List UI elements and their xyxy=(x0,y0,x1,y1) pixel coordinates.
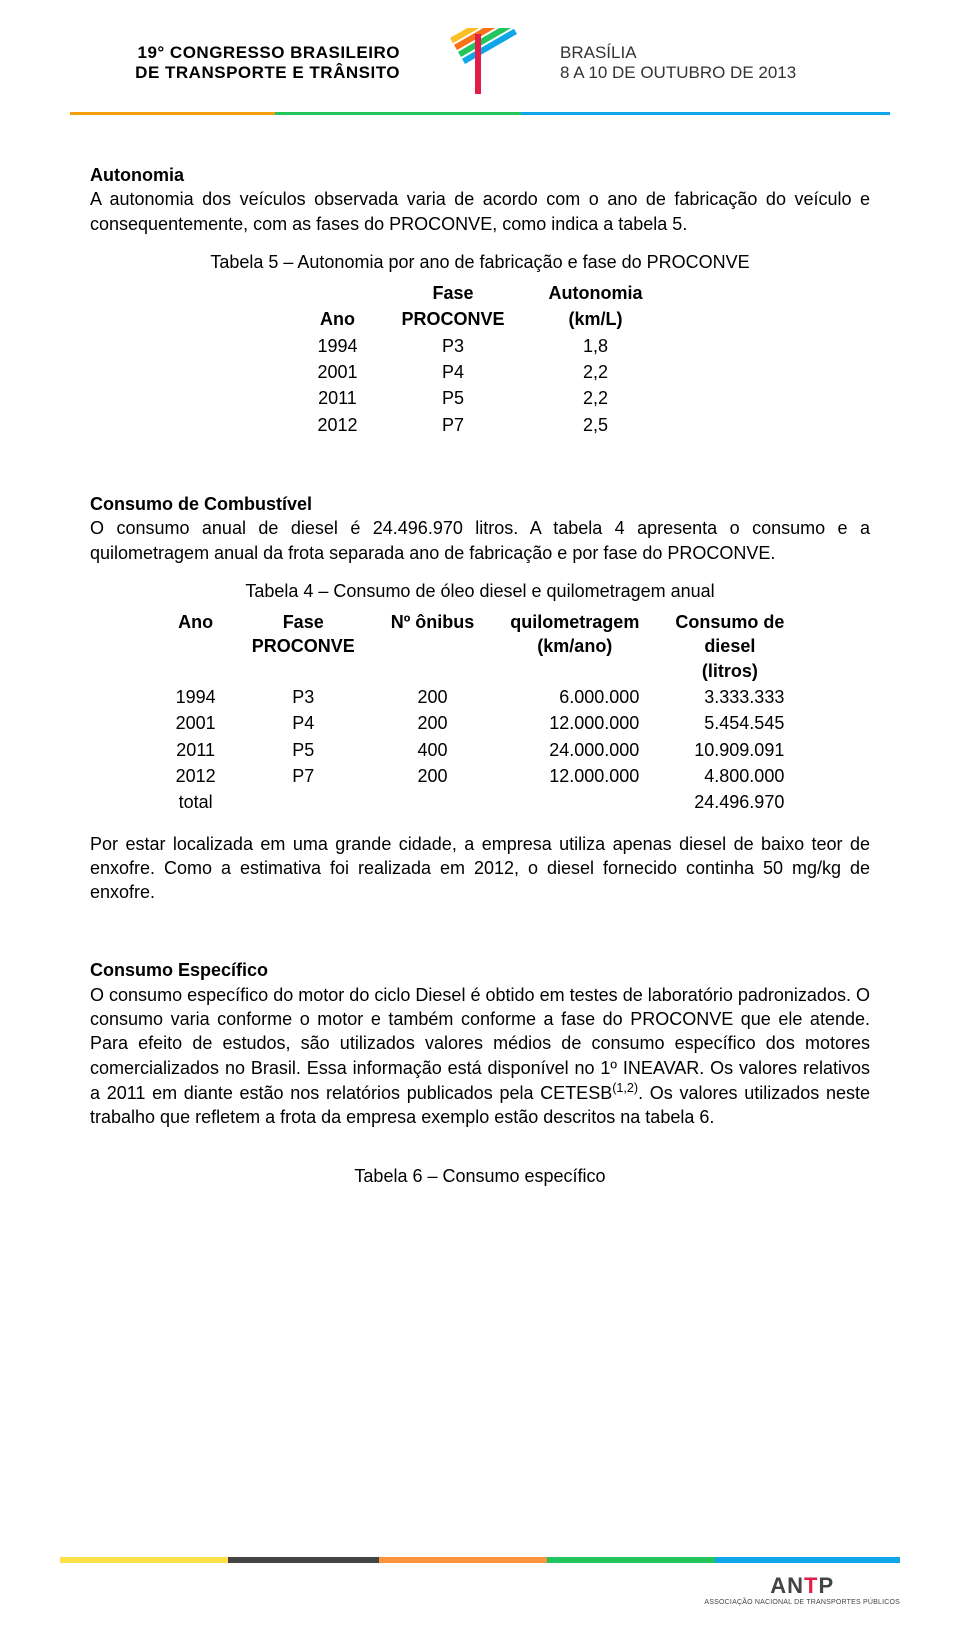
table5-h-aut-1: Autonomia xyxy=(527,280,665,306)
t5-r3-ano: 2012 xyxy=(295,412,379,438)
table-row: 2011 P5 400 24.000.000 10.909.091 xyxy=(158,737,803,763)
table-row: 2001 P4 200 12.000.000 5.454.545 xyxy=(158,710,803,736)
t4-total-label: total xyxy=(158,789,234,815)
t5-r1-ano: 2001 xyxy=(295,359,379,385)
page-header: 19° CONGRESSO BRASILEIRO DE TRANSPORTE E… xyxy=(0,0,960,112)
congress-title-2: DE TRANSPORTE E TRÂNSITO xyxy=(70,63,400,83)
congress-title-1: 19° CONGRESSO BRASILEIRO xyxy=(70,43,400,63)
t4-r0-km: 6.000.000 xyxy=(492,684,657,710)
antp-logo-subtitle: ASSOCIAÇÃO NACIONAL DE TRANSPORTES PÚBLI… xyxy=(704,1599,900,1606)
t4-r3-km: 12.000.000 xyxy=(492,763,657,789)
t4-r2-nbus: 400 xyxy=(373,737,493,763)
table6-caption: Tabela 6 – Consumo específico xyxy=(90,1164,870,1188)
antp-logo-text: ANTP xyxy=(704,1573,900,1599)
t4-r2-ano: 2011 xyxy=(158,737,234,763)
t4-r1-fase: P4 xyxy=(234,710,373,736)
consumo-esp-body: O consumo específico do motor do ciclo D… xyxy=(90,983,870,1130)
t5-r1-fase: P4 xyxy=(380,359,527,385)
para-after-table4: Por estar localizada em uma grande cidad… xyxy=(90,832,870,905)
table5-header-row: Ano Fase Autonomia xyxy=(295,280,664,306)
page-content: Autonomia A autonomia dos veículos obser… xyxy=(0,115,960,1214)
congress-logo-icon xyxy=(420,28,540,98)
t4-r2-km: 24.000.000 xyxy=(492,737,657,763)
table-row: 2001 P4 2,2 xyxy=(295,359,664,385)
t4-total-value: 24.496.970 xyxy=(657,789,802,815)
t4-r1-cons: 5.454.545 xyxy=(657,710,802,736)
header-left: 19° CONGRESSO BRASILEIRO DE TRANSPORTE E… xyxy=(70,43,400,83)
t4-h-ano: Ano xyxy=(158,609,234,684)
table5-h-aut-2: (km/L) xyxy=(527,306,665,332)
t5-r2-fase: P5 xyxy=(380,385,527,411)
t4-r3-nbus: 200 xyxy=(373,763,493,789)
t4-r3-ano: 2012 xyxy=(158,763,234,789)
event-city: BRASÍLIA xyxy=(560,43,890,63)
table-row: 1994 P3 200 6.000.000 3.333.333 xyxy=(158,684,803,710)
table4-total-row: total 24.496.970 xyxy=(158,789,803,815)
t4-r3-cons: 4.800.000 xyxy=(657,763,802,789)
table-row: 2012 P7 200 12.000.000 4.800.000 xyxy=(158,763,803,789)
autonomia-body: A autonomia dos veículos observada varia… xyxy=(90,187,870,236)
t4-r0-ano: 1994 xyxy=(158,684,234,710)
t4-r1-ano: 2001 xyxy=(158,710,234,736)
t4-r3-fase: P7 xyxy=(234,763,373,789)
t4-r0-nbus: 200 xyxy=(373,684,493,710)
t4-h-cons: Consumo dediesel(litros) xyxy=(657,609,802,684)
t4-r2-cons: 10.909.091 xyxy=(657,737,802,763)
table-row: 1994 P3 1,8 xyxy=(295,333,664,359)
citation-superscript: (1,2) xyxy=(612,1081,638,1095)
t5-r0-fase: P3 xyxy=(380,333,527,359)
t5-r3-fase: P7 xyxy=(380,412,527,438)
table4: Ano FasePROCONVE Nº ônibus quilometragem… xyxy=(158,609,803,815)
page-footer: ANTP ASSOCIAÇÃO NACIONAL DE TRANSPORTES … xyxy=(0,1557,960,1627)
t4-r2-fase: P5 xyxy=(234,737,373,763)
t4-r1-km: 12.000.000 xyxy=(492,710,657,736)
footer-logo-area: ANTP ASSOCIAÇÃO NACIONAL DE TRANSPORTES … xyxy=(0,1569,960,1627)
t5-r2-aut: 2,2 xyxy=(527,385,665,411)
event-date: 8 A 10 DE OUTUBRO DE 2013 xyxy=(560,63,890,83)
header-right: BRASÍLIA 8 A 10 DE OUTUBRO DE 2013 xyxy=(560,43,890,83)
consumo-esp-title: Consumo Específico xyxy=(90,958,870,982)
consumo-title: Consumo de Combustível xyxy=(90,492,870,516)
table-row: 2012 P7 2,5 xyxy=(295,412,664,438)
t4-h-km: quilometragem(km/ano) xyxy=(492,609,657,684)
t5-r0-aut: 1,8 xyxy=(527,333,665,359)
table5-h-fase-1: Fase xyxy=(380,280,527,306)
t4-h-fase: FasePROCONVE xyxy=(234,609,373,684)
t4-r0-fase: P3 xyxy=(234,684,373,710)
antp-logo-icon: ANTP ASSOCIAÇÃO NACIONAL DE TRANSPORTES … xyxy=(704,1573,900,1606)
t4-r1-nbus: 200 xyxy=(373,710,493,736)
t4-h-nbus: Nº ônibus xyxy=(373,609,493,684)
table5-caption: Tabela 5 – Autonomia por ano de fabricaç… xyxy=(90,250,870,274)
consumo-body: O consumo anual de diesel é 24.496.970 l… xyxy=(90,516,870,565)
autonomia-title: Autonomia xyxy=(90,163,870,187)
table5-h-ano: Ano xyxy=(295,280,379,333)
t5-r1-aut: 2,2 xyxy=(527,359,665,385)
t4-r0-cons: 3.333.333 xyxy=(657,684,802,710)
t5-r0-ano: 1994 xyxy=(295,333,379,359)
table5: Ano Fase Autonomia PROCONVE (km/L) 1994 … xyxy=(295,280,664,438)
table4-caption: Tabela 4 – Consumo de óleo diesel e quil… xyxy=(90,579,870,603)
t5-r2-ano: 2011 xyxy=(295,385,379,411)
table5-h-fase-2: PROCONVE xyxy=(380,306,527,332)
footer-color-rule xyxy=(60,1557,900,1563)
table-row: 2011 P5 2,2 xyxy=(295,385,664,411)
table4-header-row: Ano FasePROCONVE Nº ônibus quilometragem… xyxy=(158,609,803,684)
t5-r3-aut: 2,5 xyxy=(527,412,665,438)
